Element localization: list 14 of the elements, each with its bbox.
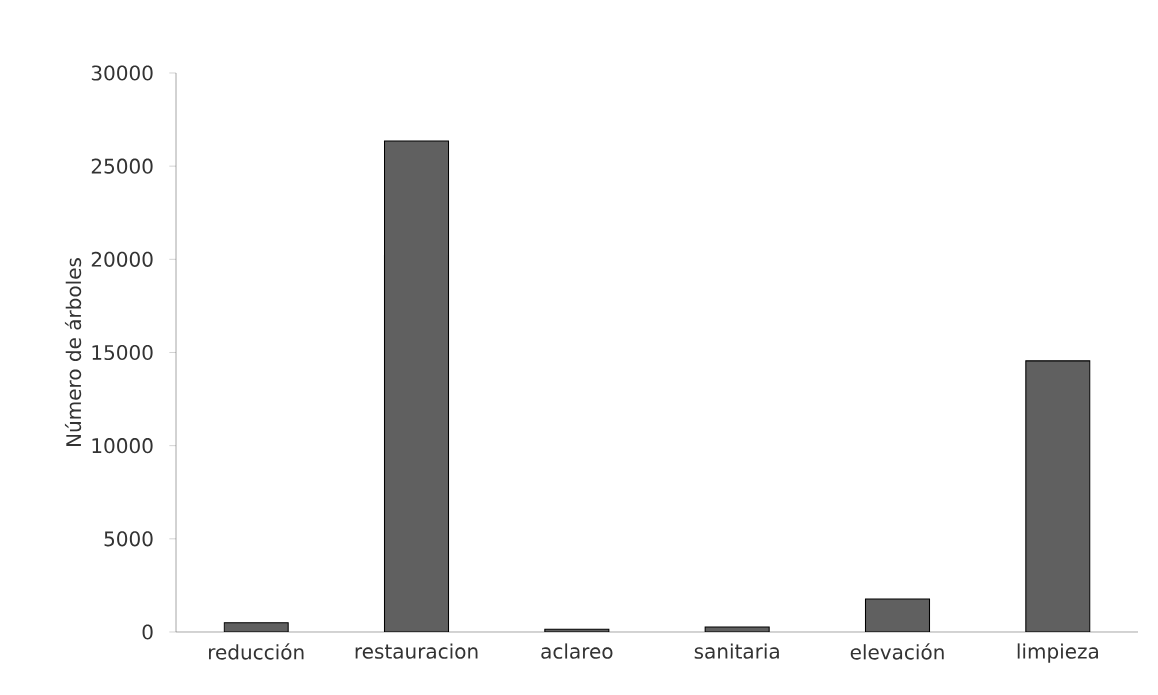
y-tick-label: 30000 [91,65,153,81]
y-axis-title: Número de árboles [64,258,82,446]
x-tick-label: reducción [209,643,304,660]
x-tick-label: restauracion [355,643,478,659]
x-tick-label: sanitaria [694,643,779,659]
x-tick-label: aclareo [541,643,613,659]
x-tick-label: elevación [850,643,944,660]
y-tick-label: 15000 [92,344,153,361]
y-tick-label: 10000 [92,438,153,454]
y-tick-label: 0 [142,624,153,640]
y-tick-label: 25000 [91,158,153,174]
y-tick-label: 5000 [104,531,153,547]
y-tick-label: 20000 [91,251,153,267]
x-tick-label: limpieza [1017,643,1098,663]
